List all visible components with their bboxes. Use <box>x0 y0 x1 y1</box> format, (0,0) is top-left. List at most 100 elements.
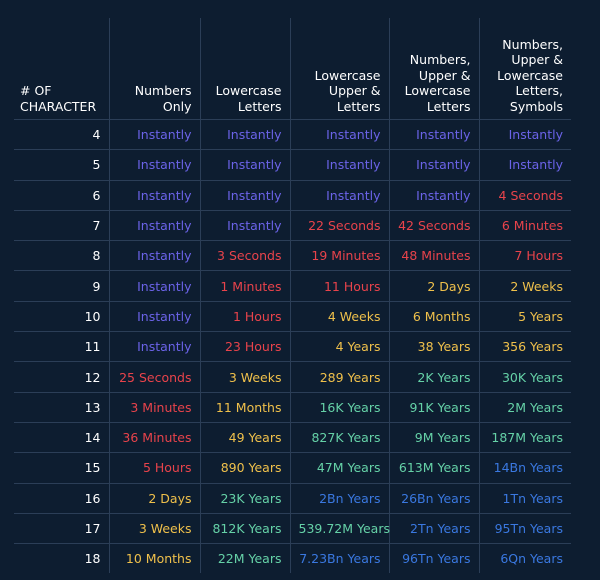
crack-time-cell: 6Qn Years <box>479 543 571 574</box>
character-count-cell: 9 <box>14 270 110 302</box>
crack-time-cell: 95Tn Years <box>479 512 571 544</box>
crack-time-cell: 38 Years <box>389 331 480 362</box>
crack-time-cell: 23K Years <box>200 482 291 514</box>
table-row: 6 Instantly Instantly Instantly Instantly 4 S… <box>14 179 571 211</box>
crack-time-cell: Instantly <box>389 118 480 150</box>
crack-time-cell: 4 Years <box>290 331 390 362</box>
crack-time-cell: 890 Years <box>200 452 291 484</box>
table-row: 7 Instantly Instantly 22 Seconds 42 Seconds 6… <box>14 209 571 241</box>
crack-time-cell: 539.72M Years <box>290 512 390 544</box>
column-header-line: Lowercase <box>404 83 471 98</box>
table-row: 5 Instantly Instantly Instantly Instantly Ins… <box>14 149 571 181</box>
crack-time-cell: Instantly <box>109 331 201 362</box>
column-header-line: Symbols <box>509 98 563 114</box>
crack-time-cell: 613M Years <box>389 452 480 484</box>
character-count-cell: 12 <box>14 361 110 393</box>
column-header-line: Numbers, <box>409 52 471 67</box>
crack-time-cell: 14Bn Years <box>479 452 571 484</box>
column-header: Numbers, Upper & Lowercase Letters <box>389 18 480 120</box>
crack-time-cell: 2K Years <box>389 361 480 393</box>
character-count-cell: 4 <box>14 118 110 150</box>
crack-time-cell: 11 Months <box>200 391 291 423</box>
crack-time-cell: 5 Hours <box>109 452 201 484</box>
crack-time-cell: 7 Hours <box>479 240 571 271</box>
crack-time-cell: Instantly <box>109 118 201 150</box>
character-count-cell: 17 <box>14 512 110 544</box>
table-row: 9 Instantly 1 Minutes 11 Hours 2 Days 2 Weeks <box>14 270 571 302</box>
character-count-cell: 10 <box>14 300 110 332</box>
column-header-line: Letters, <box>515 83 563 98</box>
crack-time-cell: Instantly <box>200 149 291 181</box>
crack-time-cell: 1 Minutes <box>200 270 291 302</box>
crack-time-cell: 96Tn Years <box>389 543 480 574</box>
character-count-cell: 13 <box>14 391 110 423</box>
character-count-cell: 5 <box>14 149 110 181</box>
column-header-line: Lowercase <box>314 67 381 83</box>
crack-time-cell: Instantly <box>290 149 390 181</box>
crack-time-cell: 9M Years <box>389 421 480 453</box>
crack-time-cell: Instantly <box>479 149 571 181</box>
crack-time-cell: Instantly <box>109 240 201 271</box>
column-header: Lowercase Upper & Letters <box>290 18 390 120</box>
character-count-cell: 14 <box>14 421 110 453</box>
crack-time-cell: 36 Minutes <box>109 421 201 453</box>
crack-time-cell: Instantly <box>109 270 201 302</box>
header-row: # OF CHARACTER Numbers Only Lowercase Lette… <box>14 18 571 120</box>
crack-time-cell: 49 Years <box>200 421 291 453</box>
column-header-line: Upper & <box>511 52 563 67</box>
table-row: 4 Instantly Instantly Instantly Instantly Ins… <box>14 118 571 150</box>
crack-time-cell: Instantly <box>200 209 291 241</box>
crack-time-cell: 289 Years <box>290 361 390 393</box>
crack-time-cell: 16K Years <box>290 391 390 423</box>
crack-time-cell: 2 Days <box>389 270 480 302</box>
crack-time-cell: 3 Seconds <box>200 240 291 271</box>
column-header-line: # OF <box>20 83 52 98</box>
crack-time-cell: 4 Weeks <box>290 300 390 332</box>
character-count-cell: 15 <box>14 452 110 484</box>
character-count-cell: 7 <box>14 209 110 241</box>
crack-time-cell: 22 Seconds <box>290 209 390 241</box>
crack-time-cell: 91K Years <box>389 391 480 423</box>
crack-time-cell: 3 Minutes <box>109 391 201 423</box>
character-count-cell: 18 <box>14 543 110 574</box>
crack-time-cell: 25 Seconds <box>109 361 201 393</box>
crack-time-cell: Instantly <box>479 118 571 150</box>
crack-time-cell: 7.23Bn Years <box>290 543 390 574</box>
column-header-line: Numbers <box>134 83 192 98</box>
crack-time-cell: 48 Minutes <box>389 240 480 271</box>
crack-time-cell: 2M Years <box>479 391 571 423</box>
column-header-line: Only <box>162 98 192 114</box>
crack-time-cell: 47M Years <box>290 452 390 484</box>
crack-time-cell: 23 Hours <box>200 331 291 362</box>
table-row: 18 10 Months 22M Years 7.23Bn Years 96Tn Yea… <box>14 543 571 574</box>
crack-time-cell: 356 Years <box>479 331 571 362</box>
column-header-line: Numbers, <box>502 36 563 52</box>
table-row: 10 Instantly 1 Hours 4 Weeks 6 Months 5 Years <box>14 300 571 332</box>
crack-time-cell: 5 Years <box>479 300 571 332</box>
crack-time-cell: 22M Years <box>200 543 291 574</box>
crack-time-cell: 2Bn Years <box>290 482 390 514</box>
crack-time-cell: Instantly <box>109 149 201 181</box>
crack-time-cell: 3 Weeks <box>109 512 201 544</box>
column-header: Lowercase Letters <box>200 18 291 120</box>
crack-time-cell: 26Bn Years <box>389 482 480 514</box>
crack-time-cell: Instantly <box>389 179 480 211</box>
column-header: # OF CHARACTER <box>14 18 110 120</box>
crack-time-cell: Instantly <box>109 300 201 332</box>
crack-time-cell: Instantly <box>200 179 291 211</box>
table-row: 15 5 Hours 890 Years 47M Years 613M Years 14B… <box>14 452 571 484</box>
crack-time-cell: 3 Weeks <box>200 361 291 393</box>
character-count-cell: 8 <box>14 240 110 271</box>
table-row: 17 3 Weeks 812K Years 539.72M Years 2Tn Year… <box>14 512 571 544</box>
crack-time-cell: 19 Minutes <box>290 240 390 271</box>
column-header-line: Letters <box>237 98 282 114</box>
column-header-line: Letters <box>426 98 471 114</box>
column-header-line: CHARACTER <box>20 98 97 114</box>
character-count-cell: 11 <box>14 331 110 362</box>
crack-time-cell: Instantly <box>109 179 201 211</box>
password-crack-time-table: # OF CHARACTER Numbers Only Lowercase Lette… <box>14 18 571 574</box>
crack-time-cell: 11 Hours <box>290 270 390 302</box>
column-header: Numbers Only <box>109 18 201 120</box>
table-row: 16 2 Days 23K Years 2Bn Years 26Bn Years 1Tn … <box>14 482 571 514</box>
crack-time-cell: Instantly <box>290 179 390 211</box>
